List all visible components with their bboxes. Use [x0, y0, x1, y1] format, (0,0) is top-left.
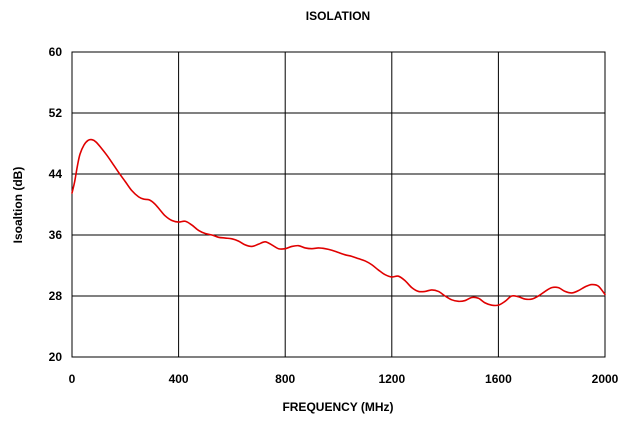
- y-axis-label: Isoaltion (dB): [11, 167, 25, 244]
- gridlines: [72, 52, 605, 357]
- x-tick-label: 800: [275, 372, 295, 386]
- y-tick-label: 60: [49, 45, 63, 59]
- x-tick-label: 1600: [485, 372, 512, 386]
- x-tick-label: 2000: [592, 372, 619, 386]
- x-tick-label: 1200: [378, 372, 405, 386]
- x-axis-label: FREQUENCY (MHz): [282, 400, 393, 414]
- chart-title: ISOLATION: [306, 9, 370, 23]
- isolation-series-line: [71, 138, 606, 307]
- y-tick-label: 20: [49, 350, 63, 364]
- x-tick-label: 400: [169, 372, 189, 386]
- x-tick-label: 0: [69, 372, 76, 386]
- y-tick-label: 44: [49, 167, 63, 181]
- series-group: [71, 138, 606, 307]
- y-tick-label: 52: [49, 106, 63, 120]
- plot-area: [71, 51, 606, 358]
- x-axis-ticks: 0 400 800 1200 1600 2000: [69, 372, 619, 386]
- y-tick-label: 28: [49, 289, 63, 303]
- y-axis-ticks: 20 28 36 44 52 60: [49, 45, 63, 364]
- y-tick-label: 36: [49, 228, 63, 242]
